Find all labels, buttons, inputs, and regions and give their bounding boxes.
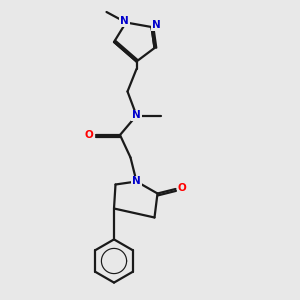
Text: N: N bbox=[120, 16, 129, 26]
Text: N: N bbox=[132, 110, 141, 121]
Text: O: O bbox=[178, 183, 187, 194]
Text: N: N bbox=[152, 20, 160, 31]
Text: O: O bbox=[84, 130, 93, 140]
Text: N: N bbox=[132, 176, 141, 187]
